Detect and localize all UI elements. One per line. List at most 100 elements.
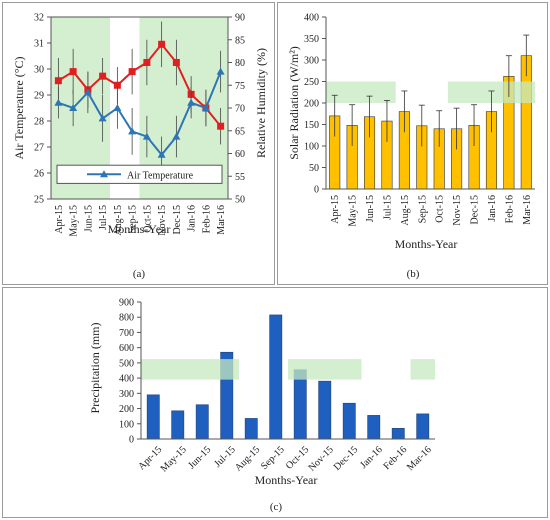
chart-b-svg: Months-Year Solar Radiation (W/m²) (b) 0… (287, 13, 535, 280)
chart-c-bar (293, 369, 307, 440)
chart-b-y-tick-label: 150 (304, 120, 319, 131)
chart-a-temperature-point (172, 132, 181, 140)
chart-c-ylabel: Precipitation (mm) (88, 323, 102, 414)
chart-c-x-tick-label: Mar-16 (405, 444, 434, 473)
chart-c-bar (146, 394, 160, 440)
chart-a-y2-tick-label: 60 (235, 149, 245, 160)
chart-a-y-tick-label: 29 (34, 91, 44, 102)
chart-a-humidity-point (128, 68, 136, 76)
chart-b-x-tick-label: Oct-15 (435, 195, 446, 223)
chart-b-xlabel: Months-Year (395, 237, 458, 251)
chart-a-temperature-point (216, 67, 225, 75)
chart-c-svg: Months-Year Precipitation (mm) (c) 0 100 2… (88, 298, 435, 513)
chart-b-x-tick-label: Jul-15 (382, 195, 393, 220)
chart-a-y-tick-label: 32 (34, 13, 44, 24)
chart-b-y-tick-label: 200 (304, 99, 319, 110)
chart-a-temperature-point (187, 98, 196, 106)
chart-a-temperature-point (69, 104, 78, 111)
panel-a: Months-Year Air Temperature (°C) Relativ… (2, 2, 275, 285)
chart-b-y-tick-label: 250 (304, 77, 319, 88)
chart-a-xlabel: Months-Year (108, 222, 171, 236)
chart-a-temperature-point (98, 114, 107, 122)
chart-a-x-tick-label: Nov-15 (157, 205, 168, 236)
chart-a-x-tick-label: Dec-15 (172, 205, 183, 234)
chart-c-bar (171, 410, 185, 440)
chart-c-x-tick-label: Aug-15 (233, 444, 262, 473)
chart-c-x-tick-label: Jan-16 (358, 444, 385, 471)
chart-c-y-tick-label: 400 (119, 374, 134, 385)
chart-b-shaded-span-0 (326, 81, 396, 103)
chart-b-x-tick-label: Dec-15 (470, 195, 481, 224)
chart-b-x-tick-label: Mar-16 (522, 195, 533, 225)
panel-b: Months-Year Solar Radiation (W/m²) (b) 0… (277, 2, 548, 285)
chart-a-y-tick-label: 30 (34, 65, 44, 76)
chart-a-x-tick-label: Jan-16 (187, 205, 198, 232)
panel-c: Months-Year Precipitation (mm) (c) 0 100 2… (2, 287, 548, 518)
chart-a-svg: Months-Year Air Temperature (°C) Relativ… (12, 13, 268, 281)
chart-a-humidity-point (113, 81, 121, 89)
chart-b-x-tick-label: May-15 (348, 195, 359, 227)
chart-b-x-tick-label: Apr-15 (330, 195, 341, 224)
chart-a-y2-tick-label: 85 (235, 35, 245, 46)
chart-b-ylabel: Solar Radiation (W/m²) (287, 46, 301, 160)
chart-b-x-tick-label: Jun-15 (365, 195, 376, 222)
chart-c-bar (318, 380, 332, 440)
chart-a-y2-tick-label: 90 (235, 13, 245, 24)
chart-a-y2-tick-label: 80 (235, 58, 245, 69)
chart-a-humidity-point (69, 68, 77, 76)
chart-b-x-tick-label: Nov-15 (452, 195, 463, 226)
chart-c-bar (269, 314, 283, 440)
chart-c-bar (391, 428, 405, 440)
chart-a-y-tick-label: 25 (34, 195, 44, 206)
chart-c-x-tick-label: Nov-15 (306, 444, 335, 473)
chart-c-bar (342, 402, 356, 440)
chart-a-temperature-point (128, 127, 137, 135)
chart-a-temperature-point (54, 98, 63, 106)
chart-c-bar (244, 418, 258, 440)
chart-c-y-tick-label: 200 (119, 404, 134, 415)
chart-a-x-tick-label: Jul-15 (98, 205, 109, 230)
chart-a-legend-label: Air Temperature (127, 170, 194, 181)
chart-c-y-tick-label: 600 (119, 343, 134, 354)
chart-b-x-tick-label: Jan-16 (487, 195, 498, 222)
chart-b-y-tick-label: 100 (304, 142, 319, 153)
chart-a-humidity-point (99, 72, 107, 80)
chart-b-y-tick-label: 0 (314, 185, 319, 196)
chart-c-y-tick-label: 0 (129, 435, 134, 446)
chart-c-x-tick-label: Feb-16 (382, 444, 410, 472)
chart-b-x-tick-label: Aug-15 (400, 195, 411, 226)
chart-a-temperature-point (83, 88, 92, 96)
chart-a-humidity-point (172, 59, 180, 66)
chart-c-bar (195, 404, 209, 440)
chart-a-temperature-point (201, 104, 210, 111)
chart-a-x-tick-label: Aug-15 (113, 205, 124, 236)
chart-c-panel-label: (c) (270, 501, 283, 513)
chart-a-temperature-point (157, 150, 166, 158)
chart-a-x-tick-label: Mar-16 (216, 205, 227, 235)
chart-c-x-tick-label: Dec-15 (332, 444, 361, 473)
chart-c-x-tick-label: May-15 (159, 444, 189, 474)
chart-b-panel-label: (b) (407, 268, 420, 280)
chart-a-humidity-point (217, 122, 225, 130)
chart-b-y-tick-label: 300 (304, 56, 319, 67)
chart-a-x-tick-label: Sep-15 (128, 205, 139, 233)
chart-a-y-tick-label: 31 (34, 39, 44, 50)
chart-a-y-tick-label: 27 (34, 143, 44, 154)
chart-a-legend-marker (100, 170, 108, 178)
chart-a-humidity-point (143, 59, 151, 66)
chart-b-y-tick-label: 400 (304, 13, 319, 24)
chart-a-x-tick-label: Oct-15 (142, 205, 153, 233)
chart-a-y2-tick-label: 50 (235, 195, 245, 206)
chart-c-bar (416, 413, 430, 440)
chart-a-y2label: Relative Humidity (%) (254, 48, 268, 158)
chart-a-x-tick-label: May-15 (69, 205, 80, 237)
chart-a-y2-tick-label: 65 (235, 126, 245, 137)
chart-a-y-tick-label: 28 (34, 117, 44, 128)
chart-c-x-tick-label: Sep-15 (259, 444, 287, 472)
chart-b-x-tick-label: Sep-15 (417, 195, 428, 223)
chart-c-bar (367, 415, 381, 440)
chart-c-shaded-span-2 (410, 359, 435, 380)
chart-b-y-tick-label: 50 (309, 163, 319, 174)
chart-c-y-tick-label: 700 (119, 328, 134, 339)
chart-a-humidity-point (54, 77, 62, 85)
